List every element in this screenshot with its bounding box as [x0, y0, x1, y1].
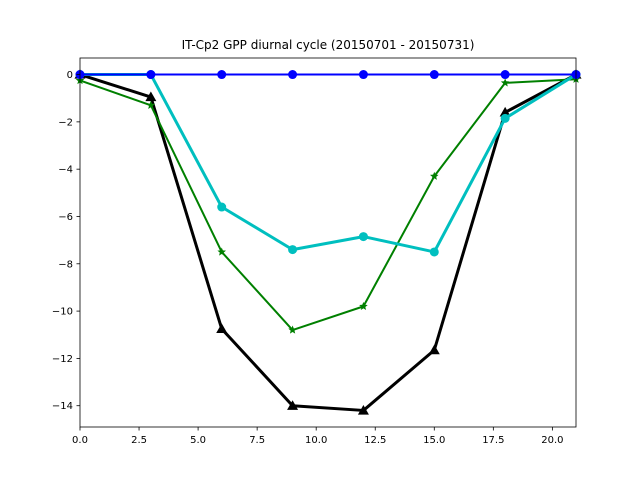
series-1-point [428, 344, 440, 355]
y-tick-label: 0 [67, 70, 73, 81]
series-1-point [357, 404, 369, 415]
series-2-point [500, 78, 510, 87]
x-tick-label: 10.0 [305, 435, 327, 446]
series-2-point [217, 247, 226, 256]
series-2-point [430, 171, 439, 180]
x-tick-label: 5.0 [190, 435, 206, 446]
series-1-line [79, 73, 577, 412]
plot-frame [79, 57, 577, 428]
series-2-point [288, 325, 297, 334]
series-3-line [80, 73, 577, 254]
x-tick-label: 0.0 [72, 435, 88, 446]
series-1-point [216, 323, 228, 333]
series-1-point [145, 91, 157, 102]
series-4-point [500, 70, 510, 80]
x-tick-label: 15.0 [423, 435, 445, 446]
series-4-point [358, 70, 368, 80]
series-3-point [429, 247, 439, 257]
y-tick-label: −4 [58, 165, 73, 176]
series-4-point [146, 70, 156, 80]
series-4-point [429, 70, 439, 80]
series-4-point [288, 70, 298, 80]
series-3-point [217, 202, 227, 212]
x-tick-label: 17.5 [482, 435, 504, 446]
series-1-point [287, 400, 299, 410]
series-3-point [358, 232, 368, 242]
series-layer [74, 69, 582, 415]
y-tick-label: −10 [52, 307, 73, 318]
y-tick-label: −14 [52, 401, 73, 412]
y-tick-label: −8 [58, 259, 73, 270]
series-3-point [500, 113, 510, 123]
series-4-point [217, 70, 227, 80]
x-tick-label: 12.5 [364, 435, 386, 446]
series-1-point [499, 106, 511, 117]
y-tick-label: −6 [58, 212, 73, 223]
x-tick-label: 2.5 [131, 435, 147, 446]
y-tick-label: −2 [58, 117, 73, 128]
axes-layer: 0.0 2.5 5.0 7.5 10.0 12.5 15.0 17.5 20.0 0 −2 −4 −6 −… [52, 57, 577, 446]
series-3-point [288, 245, 298, 255]
y-tick-label: −12 [52, 354, 73, 365]
series-2-line [79, 78, 577, 332]
x-tick-label: 20.0 [541, 435, 563, 446]
series-2-point [146, 100, 156, 109]
series-2-point [359, 301, 368, 311]
series-4 [75, 70, 581, 80]
chart-title: IT-Cp2 GPP diurnal cycle (20150701 - 201… [182, 38, 475, 52]
x-tick-label: 7.5 [249, 435, 265, 446]
